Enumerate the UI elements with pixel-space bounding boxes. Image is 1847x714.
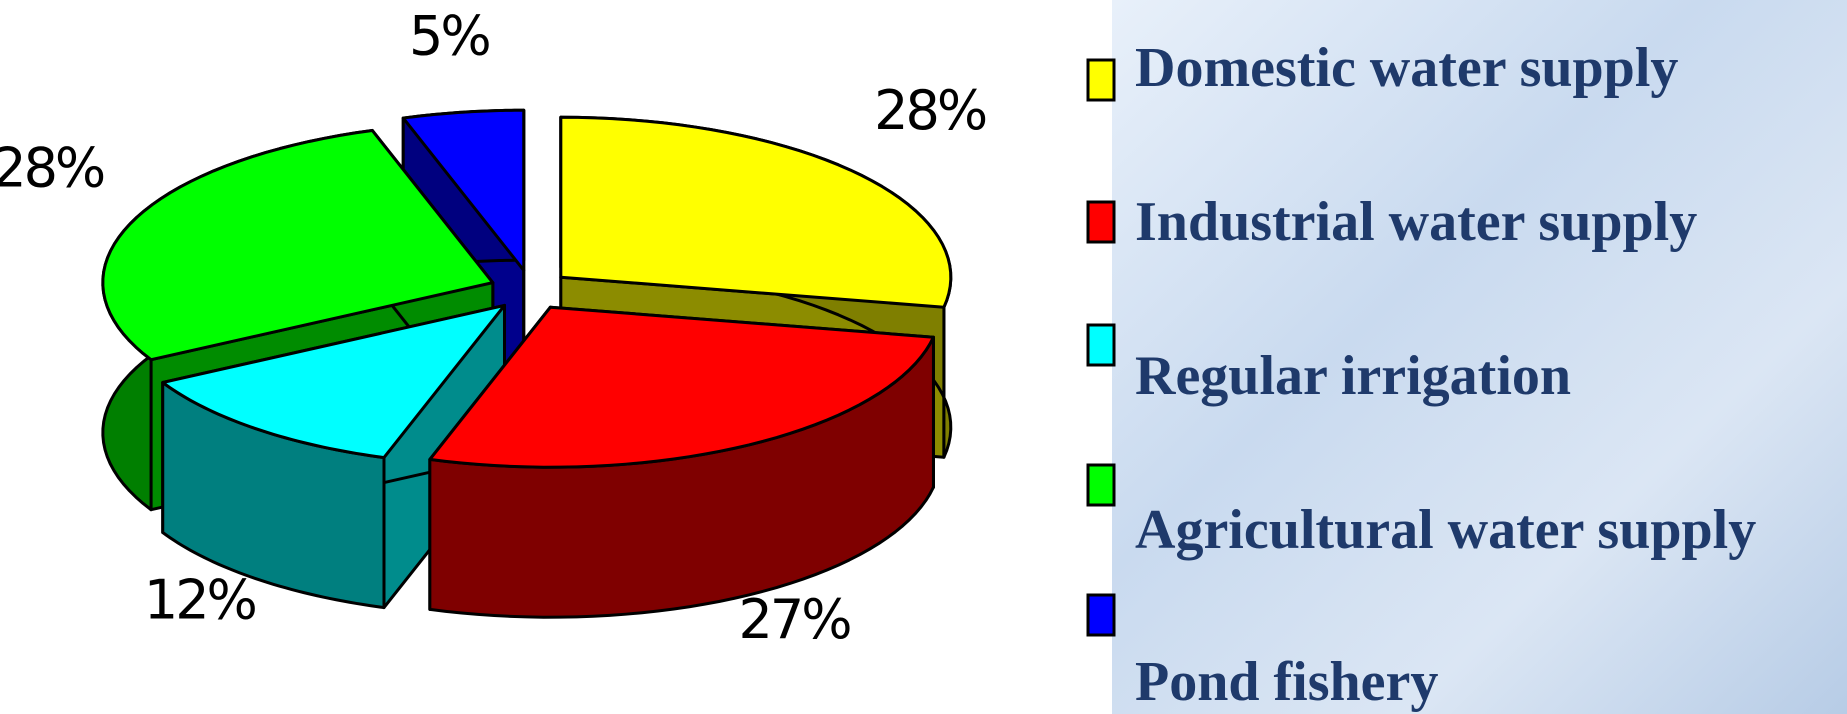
- legend-swatch: [1088, 202, 1114, 242]
- legend-swatch: [1088, 60, 1114, 100]
- legend-swatch: [1088, 465, 1114, 505]
- page: {"chart_data": {"type": "pie", "categori…: [0, 0, 1847, 714]
- data-label: 27%: [739, 588, 851, 651]
- legend-label: Regular irrigation: [1135, 345, 1571, 407]
- legend-swatch: [1088, 595, 1114, 635]
- data-label: 5%: [409, 4, 489, 67]
- chart: 28% 27% 12% 28% 5% Domestic water supply Indu…: [0, 0, 1847, 714]
- legend-label: Industrial water supply: [1135, 191, 1697, 253]
- legend-label: Domestic water supply: [1135, 37, 1678, 99]
- data-label: 12%: [144, 569, 256, 632]
- slice: [561, 117, 951, 307]
- legend-swatch: [1088, 325, 1114, 365]
- legend-label: Agricultural water supply: [1135, 499, 1756, 561]
- pie: 28% 27% 12% 28% 5%: [0, 4, 986, 650]
- data-label: 28%: [874, 79, 986, 142]
- data-label: 28%: [0, 136, 104, 199]
- legend-label: Pond fishery: [1135, 651, 1438, 713]
